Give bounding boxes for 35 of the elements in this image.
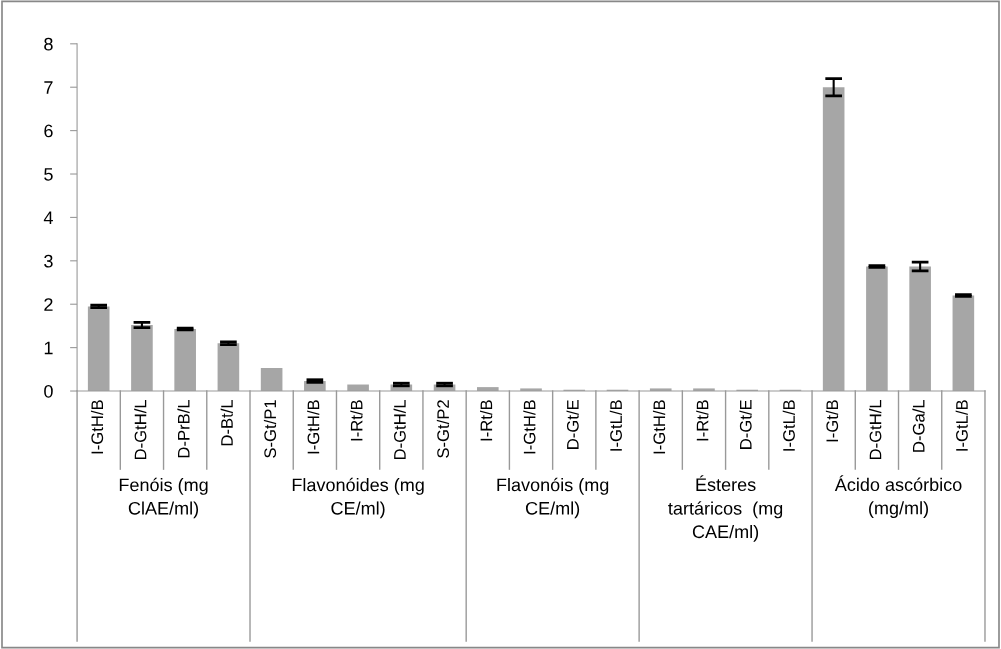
x-tick-label: I-GtH/B <box>523 400 536 454</box>
text: Flavonóides (mg CE/ml) <box>292 477 424 519</box>
x-tick-label: I-Rt/B <box>350 400 363 441</box>
x-tick-label: S-Gt/P2 <box>436 400 450 458</box>
x-tick-label: D-GtH/L <box>869 399 882 460</box>
y-tick-label: 5 <box>44 168 53 181</box>
x-tick-label: D-Gt/E <box>566 400 579 449</box>
text: Ácido ascórbico (mg/ml) <box>834 475 962 519</box>
y-tick-label: 8 <box>44 37 53 51</box>
x-tick-label: D-Gt/E <box>739 400 752 449</box>
text: Ésteres tartáricos (mg CAE/ml) <box>668 475 783 542</box>
y-tick-label: 2 <box>44 298 53 311</box>
x-tick-label: I-Rt/B <box>696 400 709 441</box>
y-tick-label: 3 <box>44 254 53 268</box>
y-tick-label: 4 <box>43 211 53 224</box>
text: Flavonóis (mg CE/ml) <box>497 477 609 519</box>
x-tick-label: I-GtL/B <box>955 400 968 451</box>
y-tick-label: 1 <box>44 341 53 355</box>
y-tick-label: 0 <box>44 384 53 398</box>
x-tick-label: I-GtH/B <box>307 400 320 454</box>
x-tick-label: D-GtH/L <box>393 399 406 460</box>
x-tick-label: I-GtL/B <box>782 400 795 451</box>
x-tick-label: D-Bt/L <box>220 399 233 446</box>
x-tick-label: I-Gt/B <box>825 400 839 442</box>
text: Fenóis (mg ClAE/ml) <box>119 477 208 519</box>
x-tick-label: S-Gt/P1 <box>263 400 277 458</box>
x-tick-label: D-PrB/L <box>177 399 190 458</box>
x-tick-label: I-GtH/B <box>90 400 104 454</box>
x-tick-label: I-GtH/B <box>652 400 666 454</box>
y-tick-label: 7 <box>44 81 53 94</box>
x-tick-label: I-GtL/B <box>609 400 622 451</box>
x-tick-label: D-GtH/L <box>134 399 147 460</box>
y-tick-label: 6 <box>44 124 53 138</box>
x-tick-label: I-Rt/B <box>480 400 493 441</box>
x-tick-label: D-Ga/L <box>912 399 925 452</box>
